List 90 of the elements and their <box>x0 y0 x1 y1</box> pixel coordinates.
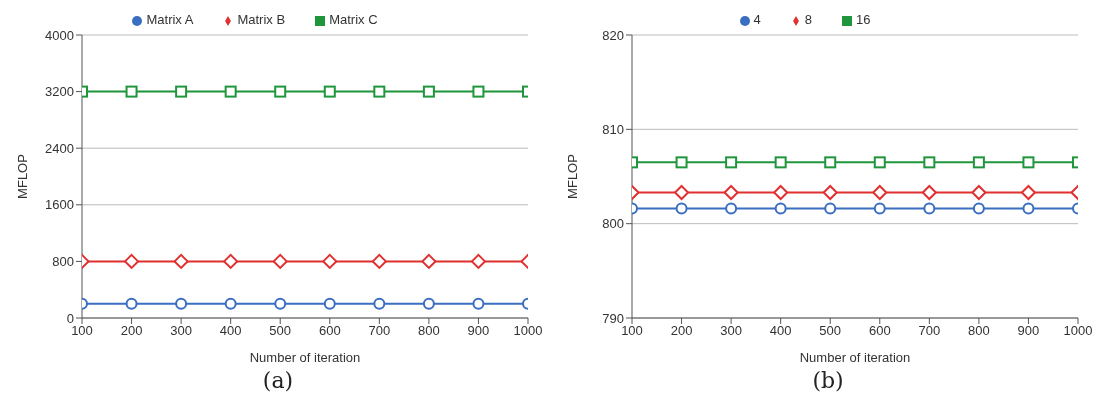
point <box>872 185 888 201</box>
y-tick-label: 800 <box>602 216 624 232</box>
point <box>675 156 688 169</box>
point <box>125 297 138 310</box>
legend-label: 8 <box>804 12 812 27</box>
point <box>873 202 886 215</box>
point <box>773 185 789 201</box>
point <box>274 297 287 310</box>
x-tick-label: 900 <box>467 323 490 339</box>
y-axis-title: MFLOP <box>14 154 30 199</box>
point <box>725 202 738 215</box>
text: (a) <box>262 368 294 393</box>
point <box>824 156 837 169</box>
point <box>175 85 188 98</box>
legend-label: Matrix B <box>237 12 286 27</box>
point <box>923 156 936 169</box>
point <box>725 156 738 169</box>
x-tick-label: 300 <box>170 323 192 339</box>
x-tick-label: 200 <box>120 323 143 339</box>
point <box>421 253 437 269</box>
point <box>373 85 386 98</box>
point <box>972 202 985 215</box>
x-tick-label: 200 <box>670 323 693 339</box>
y-tick-label: 790 <box>602 310 624 326</box>
y-tick-label: 3200 <box>45 84 74 100</box>
point <box>1022 156 1035 169</box>
x-tick-label: 700 <box>918 323 941 339</box>
point <box>322 253 338 269</box>
legend-label: 16 <box>856 12 871 27</box>
point <box>971 185 987 201</box>
x-tick-label: 100 <box>71 323 93 339</box>
x-tick-label: 1000 <box>1063 323 1093 339</box>
point <box>1020 185 1036 201</box>
y-tick-label: 800 <box>52 254 74 270</box>
point <box>173 253 189 269</box>
point <box>125 85 138 98</box>
point <box>822 185 838 201</box>
x-tick-label: 400 <box>769 323 792 339</box>
point <box>873 156 886 169</box>
x-axis-title: Number of iteration <box>799 350 911 365</box>
point <box>371 253 387 269</box>
y-tick-label: 1600 <box>45 197 74 213</box>
point <box>272 253 288 269</box>
point <box>921 185 937 201</box>
x-tick-label: 900 <box>1017 323 1040 339</box>
y-tick-label: 0 <box>66 310 74 326</box>
point <box>824 202 837 215</box>
point <box>323 297 336 310</box>
legend-label: Matrix C <box>329 12 378 27</box>
point <box>774 156 787 169</box>
y-tick-label: 820 <box>602 27 624 43</box>
point <box>175 297 188 310</box>
point <box>675 202 688 215</box>
y-tick-label: 2400 <box>45 140 74 156</box>
point <box>422 85 435 98</box>
point <box>373 297 386 310</box>
point <box>274 85 287 98</box>
point <box>1022 202 1035 215</box>
y-axis-title: MFLOP <box>564 154 580 199</box>
x-tick-label: 500 <box>269 323 292 339</box>
point <box>224 297 237 310</box>
point <box>923 202 936 215</box>
legend-label: 4 <box>753 12 761 27</box>
x-tick-label: 100 <box>621 323 643 339</box>
x-tick-label: 400 <box>219 323 242 339</box>
x-tick-label: 500 <box>819 323 842 339</box>
point <box>323 85 336 98</box>
point <box>774 202 787 215</box>
point <box>674 185 690 201</box>
point <box>972 156 985 169</box>
x-tick-label: 1000 <box>513 323 543 339</box>
legend-label: Matrix A <box>146 12 194 27</box>
y-tick-label: 810 <box>602 121 624 137</box>
point <box>472 85 485 98</box>
x-tick-label: 600 <box>318 323 341 339</box>
x-axis-title: Number of iteration <box>249 350 361 365</box>
point <box>723 185 739 201</box>
point <box>223 253 239 269</box>
x-tick-label: 600 <box>868 323 891 339</box>
x-tick-label: 700 <box>368 323 391 339</box>
point <box>422 297 435 310</box>
text: (b) <box>812 368 844 393</box>
y-tick-label: 4000 <box>45 27 74 43</box>
x-tick-label: 800 <box>968 323 990 339</box>
point <box>124 253 140 269</box>
x-tick-label: 300 <box>720 323 742 339</box>
x-tick-label: 800 <box>418 323 440 339</box>
point <box>472 297 485 310</box>
point <box>224 85 237 98</box>
point <box>470 253 486 269</box>
